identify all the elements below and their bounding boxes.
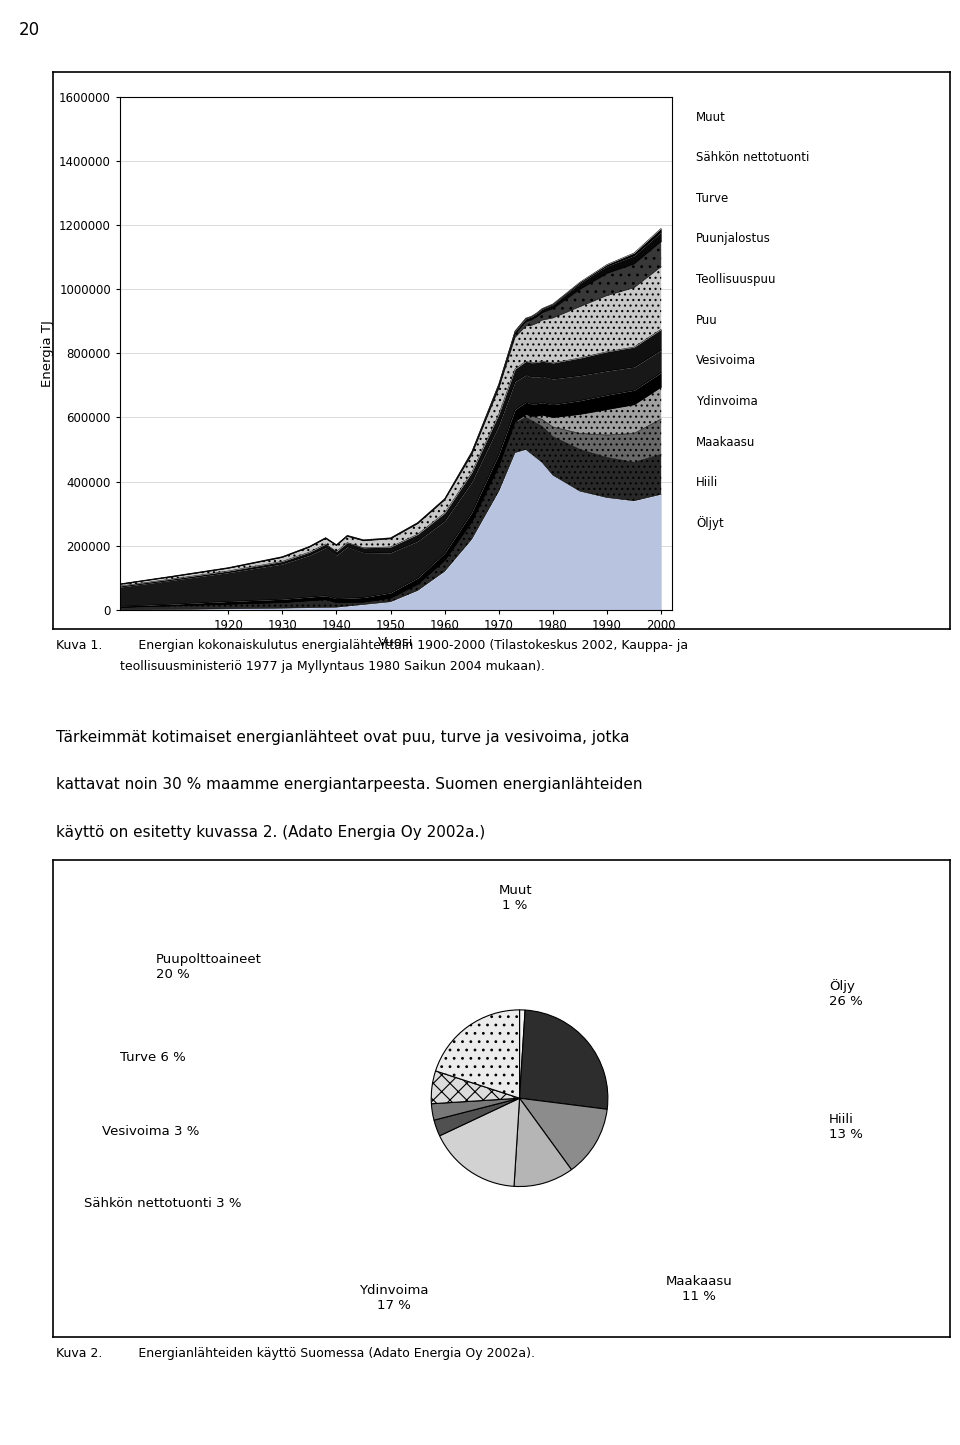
Text: Ydinvoima
17 %: Ydinvoima 17 %	[359, 1285, 428, 1312]
Text: käyttö on esitetty kuvassa 2. (Adato Energia Oy 2002a.): käyttö on esitetty kuvassa 2. (Adato Ene…	[56, 825, 485, 840]
Text: Ydinvoima: Ydinvoima	[696, 394, 757, 407]
Text: Hiili: Hiili	[696, 475, 718, 488]
Text: Vesivoima: Vesivoima	[696, 354, 756, 367]
Text: Tärkeimmät kotimaiset energianlähteet ovat puu, turve ja vesivoima, jotka: Tärkeimmät kotimaiset energianlähteet ov…	[56, 730, 629, 744]
X-axis label: Vuosi: Vuosi	[378, 636, 414, 649]
Text: Turve: Turve	[696, 192, 729, 205]
Wedge shape	[519, 1010, 525, 1098]
Text: Puupolttoaineet
20 %: Puupolttoaineet 20 %	[156, 954, 262, 981]
Text: Kuva 1.         Energian kokonaiskulutus energialähteittäin 1900-2000 (Tilastoke: Kuva 1. Energian kokonaiskulutus energia…	[56, 639, 687, 652]
Text: Puunjalostus: Puunjalostus	[696, 233, 771, 246]
Text: Teollisuuspuu: Teollisuuspuu	[696, 273, 776, 286]
Text: Sähkön nettotuonti: Sähkön nettotuonti	[696, 152, 809, 165]
Wedge shape	[431, 1098, 519, 1120]
Wedge shape	[514, 1098, 571, 1186]
Text: Muut
1 %: Muut 1 %	[498, 884, 532, 912]
Text: Maakaasu: Maakaasu	[696, 435, 756, 448]
Text: Turve 6 %: Turve 6 %	[120, 1051, 186, 1064]
Wedge shape	[440, 1098, 519, 1186]
Wedge shape	[434, 1098, 519, 1136]
Text: Kuva 2.         Energianlähteiden käyttö Suomessa (Adato Energia Oy 2002a).: Kuva 2. Energianlähteiden käyttö Suomess…	[56, 1347, 535, 1360]
Wedge shape	[519, 1098, 607, 1169]
Text: Öljyt: Öljyt	[696, 516, 724, 530]
Text: kattavat noin 30 % maamme energiantarpeesta. Suomen energianlähteiden: kattavat noin 30 % maamme energiantarpee…	[56, 777, 642, 792]
Wedge shape	[519, 1010, 608, 1110]
Text: Hiili
13 %: Hiili 13 %	[829, 1113, 863, 1140]
Wedge shape	[431, 1071, 519, 1104]
Text: Maakaasu
11 %: Maakaasu 11 %	[665, 1274, 732, 1303]
Text: 20: 20	[19, 22, 40, 39]
Text: Sähkön nettotuonti 3 %: Sähkön nettotuonti 3 %	[84, 1196, 242, 1209]
Text: Vesivoima 3 %: Vesivoima 3 %	[102, 1126, 200, 1139]
Wedge shape	[436, 1010, 519, 1098]
Y-axis label: Energia TJ: Energia TJ	[40, 319, 54, 387]
Text: Öljy
26 %: Öljy 26 %	[829, 978, 863, 1007]
Text: Puu: Puu	[696, 314, 718, 327]
Text: teollisuusministeriö 1977 ja Myllyntaus 1980 Saikun 2004 mukaan).: teollisuusministeriö 1977 ja Myllyntaus …	[56, 660, 544, 673]
Text: Muut: Muut	[696, 111, 726, 124]
